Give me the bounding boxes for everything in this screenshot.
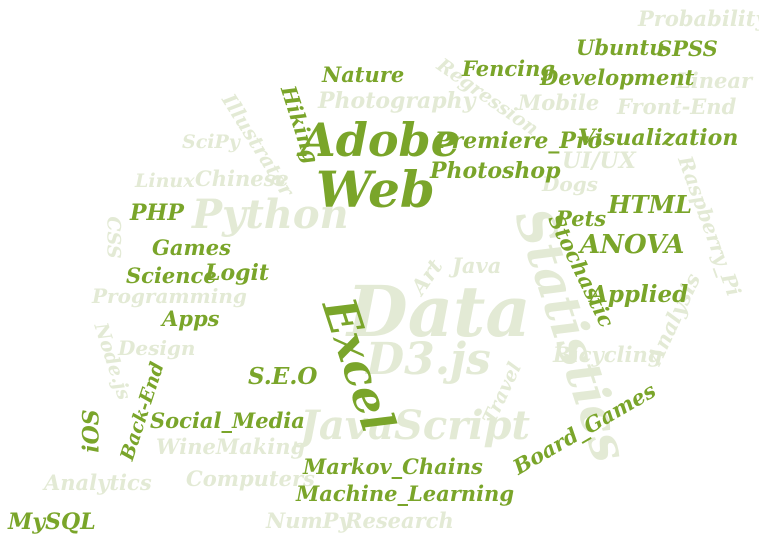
word-games: Games — [152, 235, 231, 260]
word-winemaking: WineMaking — [156, 434, 306, 459]
word-python: Python — [192, 191, 349, 238]
word-development: Development — [540, 65, 695, 90]
word-apps: Apps — [162, 306, 220, 331]
word-spss: SPSS — [657, 36, 718, 61]
word-d3-js: D3.js — [366, 334, 491, 385]
word-adobe: Adobe — [300, 113, 460, 167]
word-nature: Nature — [322, 62, 405, 87]
word-pets: Pets — [556, 206, 607, 231]
word-design: Design — [118, 336, 196, 360]
word-ubuntu: Ubuntu — [576, 35, 665, 60]
word-mobile: Mobile — [518, 90, 600, 115]
word-fencing: Fencing — [462, 56, 556, 81]
word-photography: Photography — [318, 88, 476, 114]
word-probability: Probability — [638, 6, 759, 31]
word-data: Data — [347, 270, 531, 353]
word-research: Research — [345, 508, 454, 533]
word-programming: Programming — [92, 284, 247, 308]
word-science: Science — [126, 263, 217, 288]
word-chinese: Chinese — [195, 166, 289, 191]
word-social-media: Social_Media — [150, 408, 305, 433]
word-javascript: JavaScript — [300, 402, 530, 449]
word-machine-learning: Machine_Learning — [296, 481, 515, 506]
word-visualization: Visualization — [578, 125, 739, 151]
word-linear: Linear — [676, 68, 753, 93]
word-mysql: MySQL — [8, 509, 96, 535]
word-web: Web — [316, 160, 435, 219]
word-front-end: Front-End — [617, 94, 737, 119]
word-php: PHP — [130, 200, 184, 226]
word-ios: iOS — [78, 409, 105, 453]
word-markov-chains: Markov_Chains — [303, 454, 483, 479]
word-css: CSS — [102, 216, 125, 259]
word-seo: S.E.O — [248, 363, 318, 390]
word-html: HTML — [608, 190, 692, 219]
word-analytics: Analytics — [44, 470, 152, 495]
word-linux: Linux — [135, 170, 195, 192]
word-dogs: Dogs — [542, 172, 598, 196]
word-scipy: SciPy — [182, 131, 240, 153]
word-ui-ux: UI/UX — [562, 148, 636, 174]
word-applied: Applied — [590, 281, 689, 308]
word-computers: Computers — [186, 466, 315, 491]
word-numpy: NumPy — [266, 508, 351, 533]
word-bicycling: Bicycling — [553, 342, 663, 367]
word-anova: ANOVA — [580, 230, 685, 260]
word-node-js: Node.js — [89, 320, 136, 403]
word-premiere-pro: Premiere_Pro — [435, 128, 603, 154]
word-photoshop: Photoshop — [430, 158, 561, 184]
word-logit: Logit — [205, 260, 270, 286]
word-java: Java — [452, 253, 502, 278]
